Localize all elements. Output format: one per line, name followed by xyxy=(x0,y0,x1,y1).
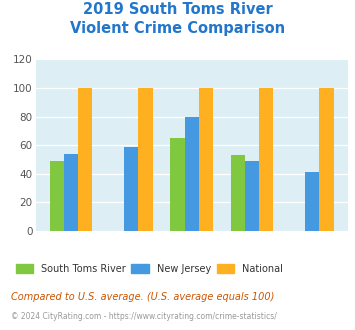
Bar xyxy=(138,88,153,231)
Bar xyxy=(50,161,64,231)
Bar xyxy=(185,116,199,231)
Text: Compared to U.S. average. (U.S. average equals 100): Compared to U.S. average. (U.S. average … xyxy=(11,292,274,302)
Legend: South Toms River, New Jersey, National: South Toms River, New Jersey, National xyxy=(16,264,283,274)
Text: Violent Crime Comparison: Violent Crime Comparison xyxy=(70,21,285,36)
Bar xyxy=(78,88,92,231)
Bar xyxy=(199,88,213,231)
Bar xyxy=(259,88,273,231)
Bar xyxy=(320,88,334,231)
Bar xyxy=(124,147,138,231)
Bar xyxy=(305,172,320,231)
Bar xyxy=(231,155,245,231)
Bar xyxy=(64,154,78,231)
Bar xyxy=(245,161,259,231)
Text: 2019 South Toms River: 2019 South Toms River xyxy=(83,2,272,16)
Text: © 2024 CityRating.com - https://www.cityrating.com/crime-statistics/: © 2024 CityRating.com - https://www.city… xyxy=(11,312,277,321)
Bar xyxy=(170,138,185,231)
